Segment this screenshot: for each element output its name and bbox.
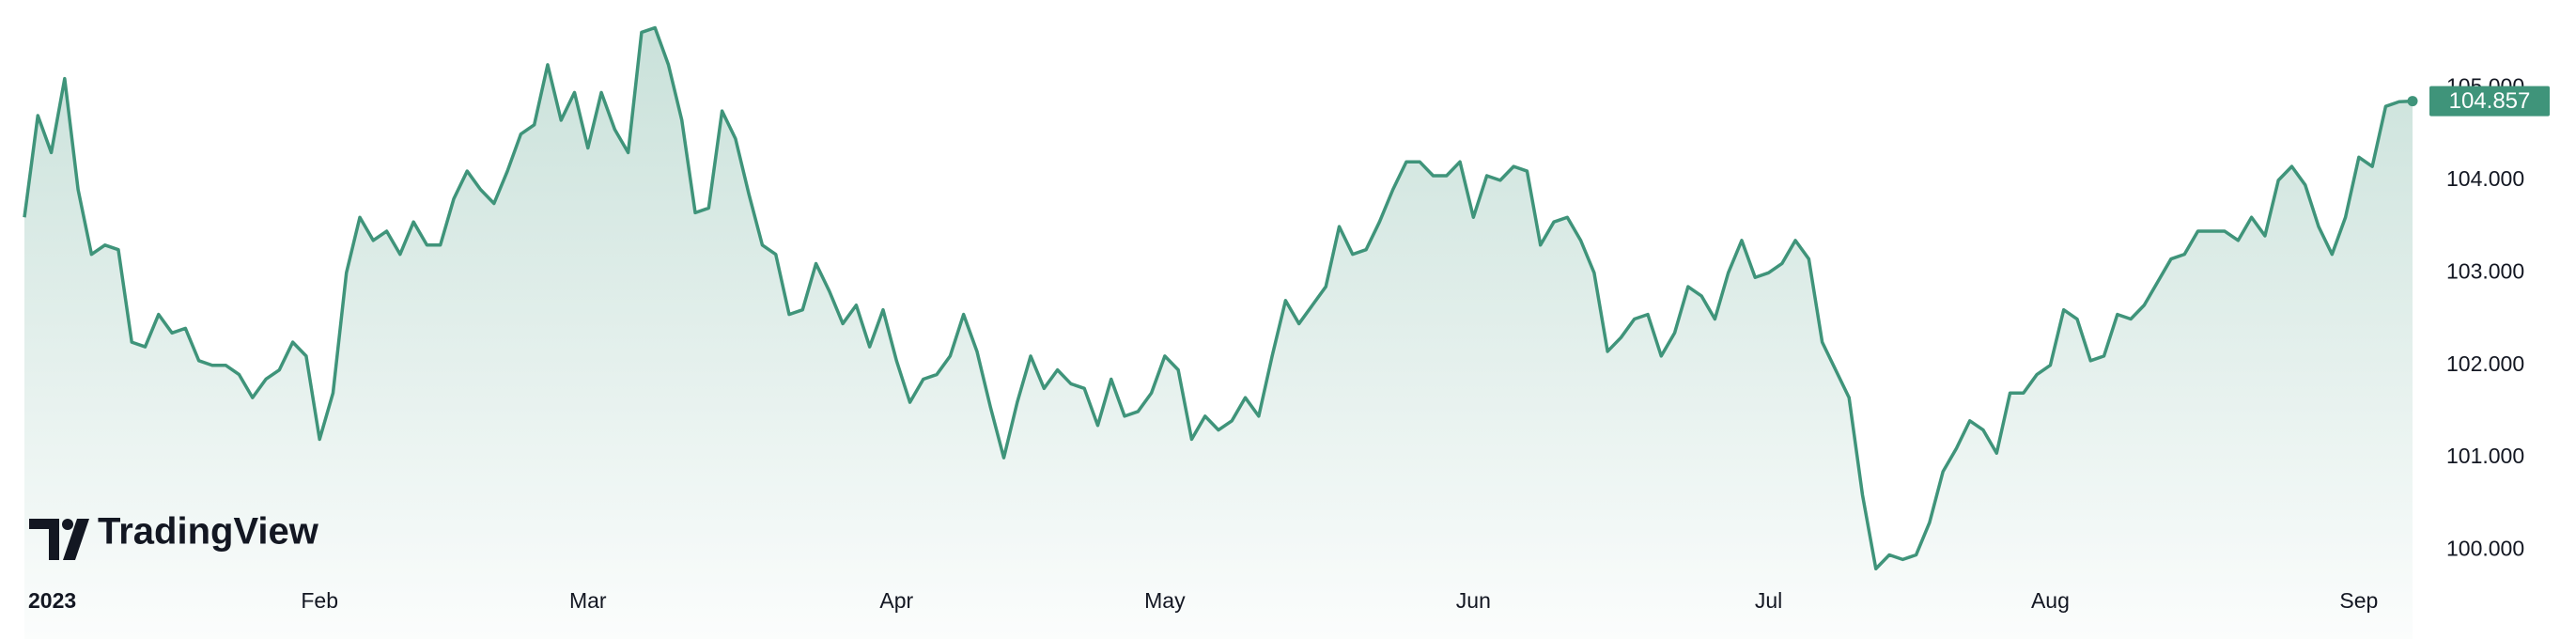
logo-icon	[63, 519, 89, 560]
watermark-logo: TradingView	[29, 511, 319, 560]
price-label: 104.857	[2429, 86, 2550, 117]
x-tick-label: May	[1144, 588, 1186, 613]
logo-icon	[62, 519, 73, 530]
y-tick-label: 103.000	[2446, 258, 2524, 283]
logo-icon	[29, 519, 59, 560]
y-axis: 100.000101.000102.000103.000104.000105.0…	[2446, 74, 2524, 561]
last-point	[2407, 96, 2418, 107]
x-tick-label: Apr	[879, 588, 913, 613]
y-tick-label: 100.000	[2446, 537, 2524, 561]
x-tick-label: Mar	[569, 588, 607, 613]
x-tick-label: Jun	[1456, 588, 1491, 613]
y-tick-label: 104.000	[2446, 166, 2524, 191]
x-axis: 2023 Feb Mar Apr May Jun Jul Aug Sep	[28, 588, 2378, 613]
area-fill	[24, 27, 2413, 639]
y-tick-label: 102.000	[2446, 351, 2524, 376]
y-tick-label: 101.000	[2446, 444, 2524, 468]
watermark: TradingView	[98, 511, 319, 553]
price-value: 104.857	[2449, 88, 2531, 114]
price-badge	[2429, 86, 2550, 117]
x-tick-label: Aug	[2031, 588, 2070, 613]
x-tick-label: Sep	[2339, 588, 2378, 613]
x-tick-label: 2023	[28, 588, 76, 613]
plot-area	[23, 25, 2418, 639]
x-tick-label: Jul	[1755, 588, 1782, 613]
price-line	[23, 25, 2413, 570]
x-tick-label: Feb	[301, 588, 338, 613]
